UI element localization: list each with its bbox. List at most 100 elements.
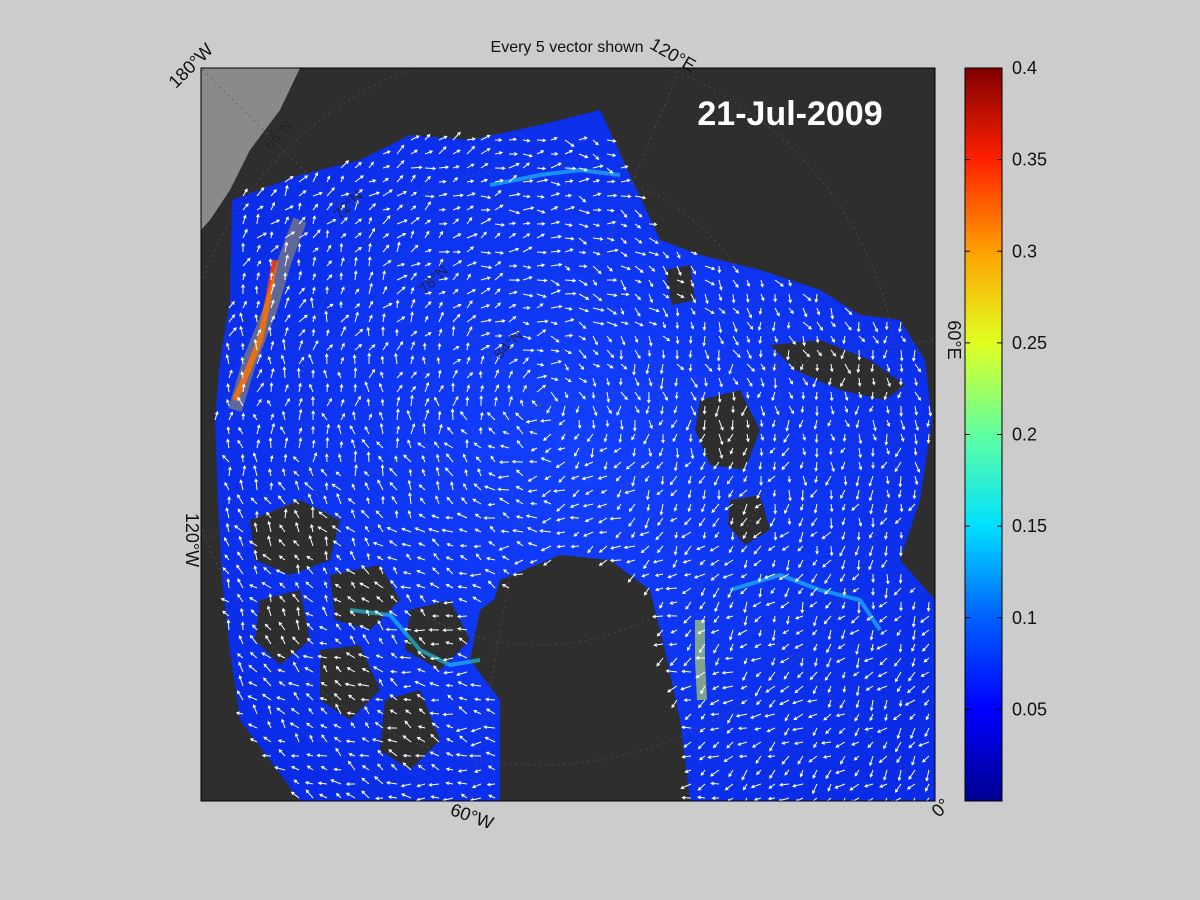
drift-vector bbox=[410, 385, 416, 393]
drift-vector bbox=[582, 503, 594, 508]
drift-vector bbox=[368, 191, 380, 197]
drift-vector bbox=[508, 192, 521, 197]
drift-vector bbox=[494, 178, 504, 183]
drift-vector bbox=[713, 461, 720, 470]
drift-vector bbox=[575, 405, 580, 414]
drift-vector bbox=[729, 629, 734, 641]
drift-vector bbox=[294, 554, 300, 561]
drift-vector bbox=[390, 595, 398, 603]
drift-vector bbox=[494, 151, 504, 155]
drift-vector bbox=[284, 205, 294, 211]
drift-vector bbox=[525, 419, 538, 424]
drift-vector bbox=[774, 335, 778, 343]
drift-vector bbox=[395, 437, 400, 449]
drift-vector bbox=[469, 683, 482, 687]
drift-vector bbox=[578, 391, 586, 400]
drift-vector bbox=[308, 353, 314, 365]
drift-vector bbox=[474, 528, 482, 533]
drift-vector bbox=[452, 260, 463, 267]
drift-vector bbox=[827, 699, 832, 709]
drift-vector bbox=[382, 150, 391, 155]
drift-vector bbox=[354, 161, 363, 169]
drift-vector bbox=[305, 682, 314, 687]
drift-vector bbox=[379, 566, 384, 575]
drift-vector bbox=[613, 447, 622, 453]
drift-vector bbox=[684, 769, 692, 773]
drift-vector bbox=[676, 251, 681, 259]
drift-vector bbox=[407, 479, 412, 491]
drift-vector bbox=[339, 242, 344, 253]
drift-vector bbox=[908, 503, 916, 512]
drift-vector bbox=[485, 556, 496, 561]
drift-vector bbox=[382, 302, 393, 309]
drift-vector bbox=[463, 482, 468, 491]
drift-vector bbox=[879, 517, 888, 525]
drift-vector bbox=[536, 374, 548, 379]
drift-vector bbox=[509, 152, 519, 156]
drift-vector bbox=[570, 544, 580, 549]
drift-vector bbox=[237, 508, 244, 519]
drift-vector bbox=[322, 606, 328, 617]
drift-vector bbox=[452, 206, 461, 211]
drift-vector bbox=[838, 727, 846, 735]
drift-vector bbox=[656, 657, 664, 667]
drift-vector bbox=[718, 279, 723, 291]
drift-vector bbox=[431, 722, 440, 729]
drift-vector bbox=[400, 585, 412, 590]
drift-vector bbox=[458, 637, 468, 645]
drift-vector bbox=[648, 251, 660, 256]
drift-vector bbox=[324, 594, 328, 603]
drift-vector bbox=[884, 713, 888, 722]
drift-vector bbox=[765, 685, 776, 693]
drift-vector bbox=[830, 307, 835, 320]
drift-vector bbox=[344, 682, 356, 687]
drift-vector bbox=[278, 481, 286, 491]
drift-vector bbox=[508, 264, 518, 268]
drift-vector bbox=[673, 461, 678, 472]
drift-vector bbox=[704, 265, 716, 271]
drift-vector bbox=[445, 781, 454, 786]
wrangel-island bbox=[665, 265, 695, 305]
drift-vector bbox=[709, 769, 720, 777]
drift-vector bbox=[354, 395, 361, 407]
drift-vector bbox=[248, 681, 258, 687]
drift-vector bbox=[802, 321, 813, 330]
drift-vector bbox=[228, 300, 235, 309]
drift-vector bbox=[536, 221, 546, 226]
drift-vector bbox=[536, 384, 547, 393]
drift-vector bbox=[738, 754, 748, 759]
drift-vector bbox=[455, 671, 468, 676]
drift-vector bbox=[368, 242, 372, 253]
drift-vector bbox=[752, 601, 762, 608]
drift-vector bbox=[921, 629, 930, 636]
drift-vector bbox=[767, 754, 776, 759]
cyan-band-north bbox=[489, 167, 621, 187]
drift-vector bbox=[415, 584, 426, 589]
drift-vector bbox=[699, 601, 706, 610]
drift-vector bbox=[445, 584, 454, 589]
drift-vector bbox=[351, 438, 356, 449]
drift-vector bbox=[712, 741, 720, 749]
drift-vector bbox=[410, 216, 420, 225]
drift-vector bbox=[675, 321, 680, 330]
drift-vector bbox=[754, 727, 762, 731]
drift-vector bbox=[710, 573, 720, 581]
drift-vector bbox=[690, 307, 696, 315]
drift-vector bbox=[814, 461, 819, 472]
drift-vector bbox=[419, 497, 426, 505]
drift-vector bbox=[354, 175, 364, 183]
drift-vector bbox=[438, 258, 444, 267]
drift-vector bbox=[295, 581, 300, 589]
drift-vector bbox=[592, 251, 601, 256]
drift-vector bbox=[729, 447, 734, 455]
drift-vector bbox=[424, 194, 435, 199]
drift-vector bbox=[704, 363, 713, 372]
drift-vector bbox=[897, 489, 902, 499]
drift-vector bbox=[894, 671, 902, 683]
drift-vector bbox=[680, 783, 692, 790]
drift-vector bbox=[717, 391, 722, 403]
drift-vector bbox=[466, 372, 474, 379]
drift-vector bbox=[445, 738, 454, 743]
drift-vector bbox=[516, 425, 524, 435]
drift-vector bbox=[799, 461, 804, 470]
